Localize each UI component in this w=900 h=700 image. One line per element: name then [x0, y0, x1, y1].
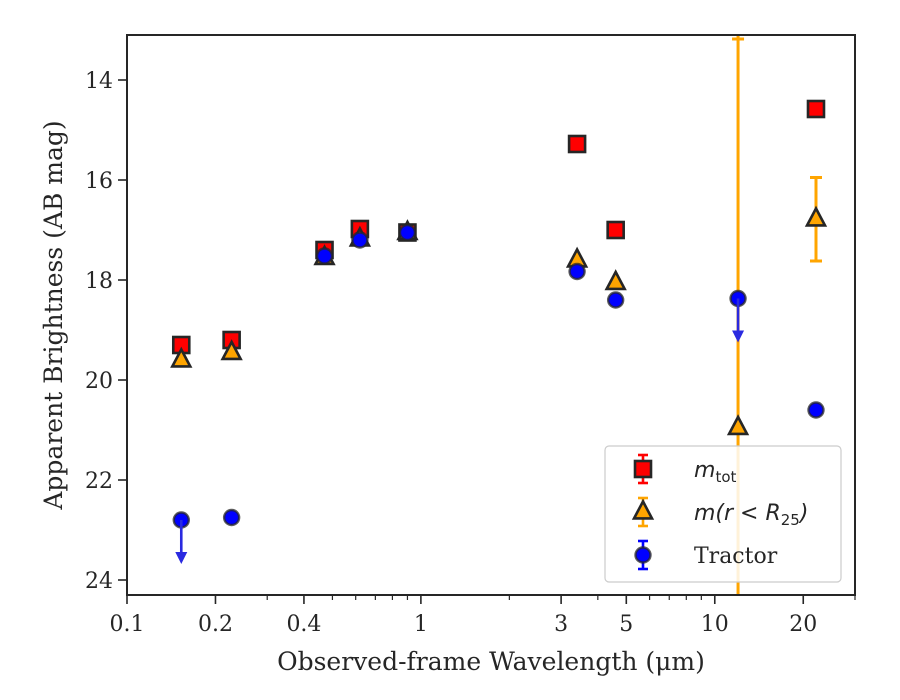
y-tick-label: 24: [85, 569, 113, 594]
m-r-r25-point: [220, 339, 243, 361]
legend-m-r-r25-label: m(r < R25): [694, 501, 808, 529]
tractor-point: [606, 291, 625, 309]
m-r-r25-point: [804, 205, 828, 227]
y-tick-label: 16: [85, 169, 113, 194]
legend-m-r-r25-marker: [631, 498, 655, 520]
tractor-point: [568, 262, 586, 281]
y-axis-ticks: 14 16 18 20 22 24: [85, 69, 127, 594]
x-tick-label: 0.2: [198, 612, 233, 637]
x-tick-label: 5: [619, 612, 633, 637]
x-axis-label: Observed-frame Wavelength (μm): [277, 647, 705, 676]
m-tot-point: [806, 99, 826, 119]
x-tick-label: 3: [554, 612, 568, 637]
m-r-r25-point: [726, 414, 750, 436]
upper-limit-arrows: [175, 298, 745, 564]
legend-box: [604, 445, 842, 583]
y-tick-label: 18: [85, 269, 113, 294]
x-axis-ticks: 0.1 0.2 0.4 1 3 5 10 20: [110, 595, 856, 637]
legend-tractor-marker: [634, 546, 652, 564]
data-markers: [170, 99, 828, 529]
legend-m-tot-marker: [633, 459, 653, 479]
y-tick-label: 14: [85, 69, 113, 94]
m-tot-point: [567, 134, 587, 154]
legend-tractor-label: Tractor: [694, 544, 778, 569]
tractor-limit-arrowhead: [732, 330, 745, 343]
legend-m-tot-label: mtot: [694, 458, 736, 486]
tractor-point: [315, 247, 334, 265]
legend: mtot m(r < R25) Tractor: [604, 445, 842, 583]
tractor-limit-arrowhead: [175, 552, 188, 564]
m-r-r25-point: [170, 346, 193, 368]
y-tick-label: 22: [85, 469, 113, 494]
x-tick-label: 20: [789, 612, 817, 637]
tractor-point: [398, 223, 417, 242]
x-tick-label: 10: [701, 612, 729, 637]
m-r-r25-point: [604, 269, 627, 291]
tractor-point: [351, 231, 369, 249]
y-tick-label: 20: [85, 369, 113, 394]
tractor-point: [222, 508, 241, 527]
tractor-point: [807, 401, 825, 419]
x-tick-label: 0.1: [110, 612, 145, 637]
y-axis-label: Apparent Brightness (AB mag): [39, 120, 68, 510]
plot-frame: [126, 34, 856, 596]
x-tick-label: 1: [414, 612, 428, 637]
m-tot-point: [606, 220, 625, 240]
x-tick-label: 0.4: [286, 612, 321, 637]
